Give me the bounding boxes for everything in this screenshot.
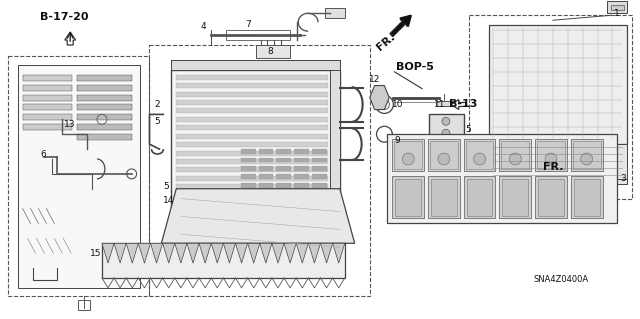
Text: 4: 4 xyxy=(201,22,207,31)
Polygon shape xyxy=(501,141,529,169)
Polygon shape xyxy=(211,243,223,263)
Polygon shape xyxy=(394,141,422,169)
Circle shape xyxy=(442,141,450,149)
Polygon shape xyxy=(573,141,600,169)
Text: 8: 8 xyxy=(268,48,273,56)
Polygon shape xyxy=(161,189,355,243)
Polygon shape xyxy=(464,139,495,171)
Polygon shape xyxy=(535,176,567,219)
Polygon shape xyxy=(255,45,291,58)
FancyArrow shape xyxy=(390,15,411,36)
Polygon shape xyxy=(126,243,138,263)
Polygon shape xyxy=(175,243,187,263)
Polygon shape xyxy=(428,139,460,171)
Circle shape xyxy=(438,153,450,165)
Text: 1: 1 xyxy=(614,9,620,18)
Text: 5: 5 xyxy=(163,182,169,191)
Polygon shape xyxy=(493,139,519,159)
Text: 5: 5 xyxy=(466,125,472,134)
Polygon shape xyxy=(591,139,618,159)
Polygon shape xyxy=(392,139,424,171)
Circle shape xyxy=(442,117,450,125)
Text: B-17-20: B-17-20 xyxy=(40,12,89,22)
Polygon shape xyxy=(571,139,602,171)
Polygon shape xyxy=(199,243,211,263)
Polygon shape xyxy=(466,141,493,169)
Text: 9: 9 xyxy=(394,136,400,145)
Circle shape xyxy=(509,153,521,165)
Circle shape xyxy=(545,153,557,165)
Text: 12: 12 xyxy=(369,75,380,84)
Text: 13: 13 xyxy=(64,120,76,129)
Polygon shape xyxy=(163,243,175,263)
Polygon shape xyxy=(370,85,389,109)
Text: 5: 5 xyxy=(154,117,160,126)
Polygon shape xyxy=(535,139,567,171)
FancyArrow shape xyxy=(65,32,76,45)
Polygon shape xyxy=(102,243,345,278)
Polygon shape xyxy=(430,141,458,169)
Circle shape xyxy=(580,153,593,165)
Polygon shape xyxy=(467,179,493,216)
FancyArrow shape xyxy=(451,100,466,109)
Polygon shape xyxy=(571,176,602,219)
Polygon shape xyxy=(559,139,585,159)
Polygon shape xyxy=(488,25,627,144)
Polygon shape xyxy=(333,243,345,263)
Polygon shape xyxy=(538,179,564,216)
Polygon shape xyxy=(499,176,531,219)
Polygon shape xyxy=(611,5,625,10)
Polygon shape xyxy=(488,144,627,184)
Polygon shape xyxy=(248,243,260,263)
FancyArrow shape xyxy=(526,159,548,181)
Polygon shape xyxy=(296,243,308,263)
Polygon shape xyxy=(187,243,199,263)
Polygon shape xyxy=(138,243,150,263)
Text: FR.: FR. xyxy=(543,162,564,172)
Polygon shape xyxy=(537,141,565,169)
Polygon shape xyxy=(150,243,163,263)
Polygon shape xyxy=(431,179,457,216)
Text: FR.: FR. xyxy=(374,32,397,52)
Text: BOP-5: BOP-5 xyxy=(396,62,434,72)
Polygon shape xyxy=(607,1,627,13)
Text: 3: 3 xyxy=(620,174,626,183)
Polygon shape xyxy=(387,134,618,223)
Polygon shape xyxy=(574,179,600,216)
Circle shape xyxy=(442,129,450,137)
Polygon shape xyxy=(284,243,296,263)
Polygon shape xyxy=(236,243,248,263)
Polygon shape xyxy=(114,243,126,263)
Text: 15: 15 xyxy=(90,249,102,258)
Text: 11: 11 xyxy=(434,100,445,109)
Polygon shape xyxy=(499,139,531,171)
Polygon shape xyxy=(272,243,284,263)
Circle shape xyxy=(474,153,486,165)
Polygon shape xyxy=(260,243,272,263)
Text: 10: 10 xyxy=(392,100,404,109)
Polygon shape xyxy=(223,243,236,263)
Polygon shape xyxy=(428,176,460,219)
Polygon shape xyxy=(172,70,340,228)
Text: 2: 2 xyxy=(154,100,160,109)
Polygon shape xyxy=(308,243,321,263)
Polygon shape xyxy=(321,243,333,263)
Text: 7: 7 xyxy=(246,20,252,29)
Polygon shape xyxy=(464,176,495,219)
Polygon shape xyxy=(325,8,345,18)
Polygon shape xyxy=(392,176,424,219)
Circle shape xyxy=(403,153,414,165)
Text: 6: 6 xyxy=(40,150,46,159)
Text: 14: 14 xyxy=(163,196,175,205)
Polygon shape xyxy=(429,115,464,154)
Polygon shape xyxy=(102,243,114,263)
Polygon shape xyxy=(436,100,459,107)
Text: B-13: B-13 xyxy=(449,100,477,109)
Polygon shape xyxy=(18,65,140,288)
Polygon shape xyxy=(396,179,421,216)
Polygon shape xyxy=(502,179,528,216)
Text: SNA4Z0400A: SNA4Z0400A xyxy=(533,275,588,285)
Polygon shape xyxy=(526,139,552,159)
